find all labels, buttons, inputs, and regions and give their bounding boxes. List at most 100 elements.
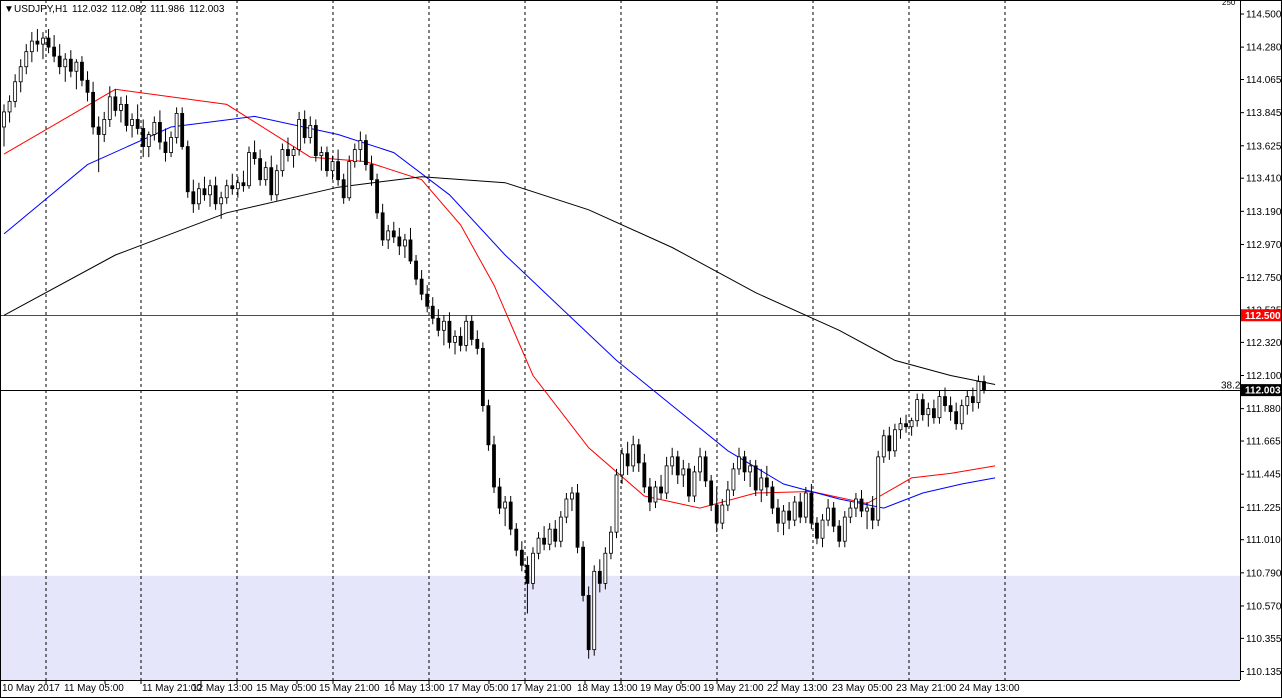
candle-body-106 xyxy=(592,570,597,651)
candle-89 xyxy=(497,477,502,515)
candle-body-24 xyxy=(135,119,140,129)
dropdown-triangle-icon[interactable]: ▼ xyxy=(4,4,14,15)
candle-107 xyxy=(597,559,602,593)
candle-body-163 xyxy=(909,420,914,428)
candle-body-139 xyxy=(776,507,780,524)
candle-99 xyxy=(553,520,558,548)
candle-19 xyxy=(107,86,112,127)
candle-body-8 xyxy=(46,37,51,48)
candle-49 xyxy=(274,164,279,201)
y-tick-label-8: 112.750 xyxy=(1246,273,1282,284)
candle-body-125 xyxy=(698,456,702,473)
candles-layer xyxy=(2,29,986,659)
candle-body-28 xyxy=(158,122,162,143)
ohlc-low: 111.986 xyxy=(150,4,185,15)
candle-body-162 xyxy=(904,423,908,428)
candle-body-142 xyxy=(792,501,797,521)
candle-54 xyxy=(302,110,307,144)
candle-176 xyxy=(982,375,986,394)
candle-95 xyxy=(531,547,535,590)
candle-body-57 xyxy=(319,152,324,156)
candle-body-59 xyxy=(330,161,335,172)
candle-body-128 xyxy=(714,504,719,524)
candle-body-165 xyxy=(920,399,925,416)
candle-body-161 xyxy=(898,423,903,431)
candle-body-170 xyxy=(948,405,953,413)
candle-74 xyxy=(414,255,418,286)
y-tick-label-12: 111.880 xyxy=(1246,404,1281,415)
candle-42 xyxy=(235,176,240,198)
candle-148 xyxy=(826,499,830,527)
candle-41 xyxy=(230,173,235,195)
candle-body-56 xyxy=(313,125,318,156)
candle-body-133 xyxy=(742,456,747,473)
price-tag-0 xyxy=(1241,309,1281,322)
y-tick-label-0: 114.500 xyxy=(1246,10,1282,21)
candle-body-17 xyxy=(96,126,101,135)
candle-79 xyxy=(441,315,446,346)
candle-142 xyxy=(792,496,797,527)
candle-52 xyxy=(291,146,296,168)
candle-20 xyxy=(113,89,118,117)
x-tick-label-14: 23 May 21:00 xyxy=(896,683,957,694)
candle-body-51 xyxy=(286,149,290,156)
candle-21 xyxy=(119,96,123,123)
candle-body-91 xyxy=(508,501,513,530)
candle-12 xyxy=(68,50,73,78)
candle-123 xyxy=(686,462,691,503)
candle-24 xyxy=(135,104,140,135)
candle-body-102 xyxy=(570,492,574,500)
candle-44 xyxy=(247,146,251,189)
grid-layer xyxy=(45,0,1006,680)
candle-34 xyxy=(191,179,196,213)
candle-body-19 xyxy=(107,96,112,120)
x-tick-label-4: 15 May 05:00 xyxy=(256,683,317,694)
corner-label: 250 xyxy=(1222,0,1236,7)
candle-55 xyxy=(308,116,313,144)
candle-172 xyxy=(959,399,964,430)
candle-body-84 xyxy=(469,320,474,340)
candle-body-98 xyxy=(547,528,552,545)
candle-112 xyxy=(625,441,630,475)
candle-36 xyxy=(202,176,207,201)
candle-body-147 xyxy=(820,519,825,539)
candle-body-85 xyxy=(475,338,480,349)
candle-155 xyxy=(865,502,869,530)
candle-body-10 xyxy=(57,55,62,68)
candle-132 xyxy=(737,447,741,475)
candle-25 xyxy=(141,119,146,158)
candle-body-148 xyxy=(826,507,830,521)
candle-104 xyxy=(581,541,585,602)
candle-31 xyxy=(174,107,179,144)
candle-63 xyxy=(352,143,357,168)
candle-29 xyxy=(163,128,168,162)
candle-66 xyxy=(369,155,374,186)
candle-body-96 xyxy=(536,537,541,554)
candle-60 xyxy=(336,149,340,186)
candle-3 xyxy=(18,59,23,93)
candle-101 xyxy=(564,492,569,524)
candle-110 xyxy=(614,468,619,539)
y-tick-label-18: 110.570 xyxy=(1246,601,1282,612)
candle-body-37 xyxy=(208,185,212,196)
candle-38 xyxy=(213,176,218,210)
candle-22 xyxy=(124,95,129,132)
x-tick-label-10: 19 May 05:00 xyxy=(640,683,701,694)
candle-152 xyxy=(848,502,853,524)
candle-135 xyxy=(753,459,758,497)
candle-body-118 xyxy=(659,486,663,494)
candle-161 xyxy=(898,417,903,439)
candle-87 xyxy=(486,399,491,451)
candle-body-30 xyxy=(169,137,173,153)
candle-body-92 xyxy=(514,528,519,551)
candle-0 xyxy=(2,104,6,147)
candle-86 xyxy=(480,342,485,412)
candle-9 xyxy=(52,35,57,63)
candle-body-25 xyxy=(141,128,146,147)
y-tick-label-7: 112.970 xyxy=(1246,240,1282,251)
candle-body-60 xyxy=(336,161,340,181)
candle-body-138 xyxy=(770,486,775,509)
candle-126 xyxy=(703,450,708,487)
candle-body-47 xyxy=(263,167,268,181)
